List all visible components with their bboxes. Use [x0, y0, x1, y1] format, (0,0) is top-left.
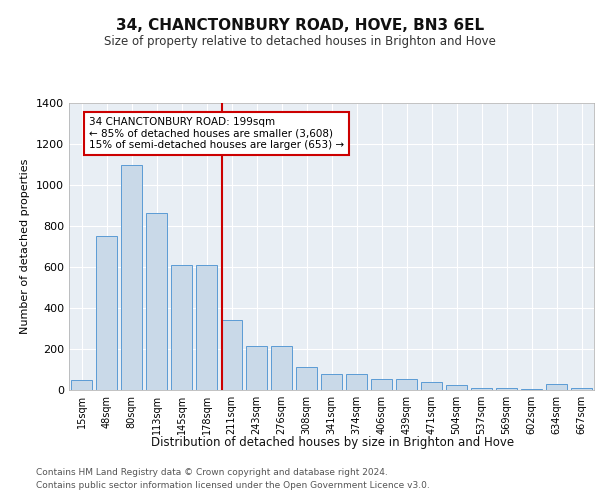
Bar: [571, 388, 592, 390]
Bar: [396, 378, 417, 390]
Bar: [71, 380, 92, 390]
Bar: [446, 385, 467, 390]
Bar: [221, 320, 242, 390]
Text: Size of property relative to detached houses in Brighton and Hove: Size of property relative to detached ho…: [104, 35, 496, 48]
Bar: [546, 384, 567, 390]
Bar: [271, 346, 292, 390]
Y-axis label: Number of detached properties: Number of detached properties: [20, 158, 31, 334]
Bar: [521, 389, 542, 390]
Text: 34, CHANCTONBURY ROAD, HOVE, BN3 6EL: 34, CHANCTONBURY ROAD, HOVE, BN3 6EL: [116, 18, 484, 32]
Bar: [496, 388, 517, 390]
Text: Contains HM Land Registry data © Crown copyright and database right 2024.: Contains HM Land Registry data © Crown c…: [36, 468, 388, 477]
Bar: [421, 382, 442, 390]
Bar: [246, 346, 267, 390]
Bar: [96, 236, 117, 390]
Bar: [471, 388, 492, 390]
Bar: [321, 374, 342, 390]
Text: Distribution of detached houses by size in Brighton and Hove: Distribution of detached houses by size …: [151, 436, 515, 449]
Bar: [171, 264, 192, 390]
Bar: [146, 214, 167, 390]
Text: Contains public sector information licensed under the Open Government Licence v3: Contains public sector information licen…: [36, 480, 430, 490]
Bar: [196, 264, 217, 390]
Bar: [296, 368, 317, 390]
Bar: [121, 165, 142, 390]
Text: 34 CHANCTONBURY ROAD: 199sqm
← 85% of detached houses are smaller (3,608)
15% of: 34 CHANCTONBURY ROAD: 199sqm ← 85% of de…: [89, 117, 344, 150]
Bar: [371, 378, 392, 390]
Bar: [346, 374, 367, 390]
